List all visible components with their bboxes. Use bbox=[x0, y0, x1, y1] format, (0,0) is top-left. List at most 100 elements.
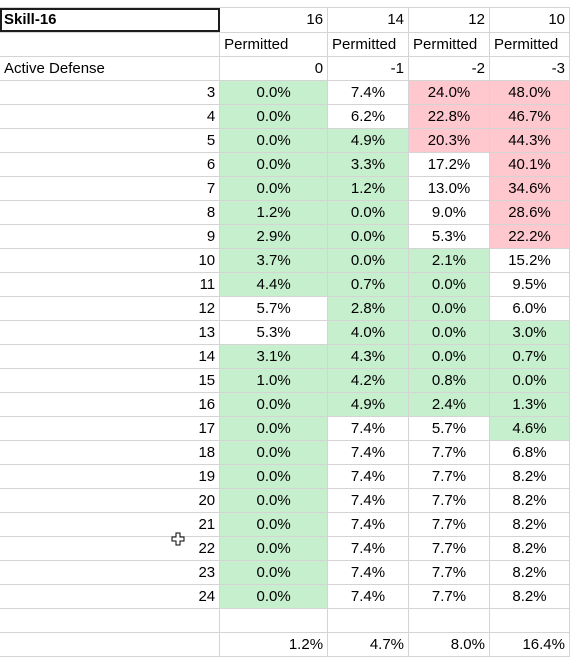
total-cell[interactable]: 8.0% bbox=[408, 632, 490, 657]
percent-cell[interactable]: 7.4% bbox=[327, 488, 410, 513]
percent-cell[interactable]: 0.0% bbox=[408, 320, 490, 345]
percent-cell[interactable]: 46.7% bbox=[489, 104, 570, 129]
percent-cell[interactable]: 3.0% bbox=[489, 320, 570, 345]
percent-cell[interactable]: 13.0% bbox=[408, 176, 490, 201]
roll-label-cell[interactable]: 18 bbox=[0, 440, 221, 465]
total-cell[interactable]: 1.2% bbox=[219, 632, 329, 657]
percent-cell[interactable]: 0.0% bbox=[219, 440, 329, 465]
percent-cell[interactable]: 0.0% bbox=[408, 344, 490, 369]
percent-cell[interactable]: 48.0% bbox=[489, 80, 570, 105]
roll-label-cell[interactable]: 5 bbox=[0, 128, 221, 153]
roll-label-cell[interactable]: 16 bbox=[0, 392, 221, 417]
roll-label-cell[interactable]: 10 bbox=[0, 248, 221, 273]
defense-value-cell[interactable]: -1 bbox=[327, 56, 410, 81]
roll-label-cell[interactable]: 19 bbox=[0, 464, 221, 489]
percent-cell[interactable]: 3.7% bbox=[219, 248, 329, 273]
defense-value-cell[interactable]: -2 bbox=[408, 56, 490, 81]
roll-label-cell[interactable]: 20 bbox=[0, 488, 221, 513]
percent-cell[interactable]: 0.0% bbox=[408, 272, 490, 297]
percent-cell[interactable]: 15.2% bbox=[489, 248, 570, 273]
percent-cell[interactable]: 22.2% bbox=[489, 224, 570, 249]
percent-cell[interactable]: 2.9% bbox=[219, 224, 329, 249]
percent-cell[interactable]: 22.8% bbox=[408, 104, 490, 129]
roll-label-cell[interactable]: 15 bbox=[0, 368, 221, 393]
permitted-cell[interactable]: Permitted bbox=[219, 32, 329, 57]
name-cell[interactable]: Skill-16 bbox=[0, 8, 221, 33]
percent-cell[interactable]: 0.0% bbox=[219, 176, 329, 201]
roll-label-cell[interactable]: 12 bbox=[0, 296, 221, 321]
percent-cell[interactable]: 4.3% bbox=[327, 344, 410, 369]
percent-cell[interactable]: 7.4% bbox=[327, 440, 410, 465]
percent-cell[interactable]: 0.0% bbox=[219, 152, 329, 177]
percent-cell[interactable]: 5.3% bbox=[219, 320, 329, 345]
permitted-cell[interactable]: Permitted bbox=[489, 32, 570, 57]
roll-label-cell[interactable]: 22 bbox=[0, 536, 221, 561]
percent-cell[interactable]: 4.9% bbox=[327, 392, 410, 417]
percent-cell[interactable]: 8.2% bbox=[489, 536, 570, 561]
roll-label-cell[interactable]: 9 bbox=[0, 224, 221, 249]
roll-label-cell[interactable]: 21 bbox=[0, 512, 221, 537]
percent-cell[interactable]: 0.0% bbox=[327, 224, 410, 249]
percent-cell[interactable]: 7.4% bbox=[327, 80, 410, 105]
permitted-cell[interactable]: Permitted bbox=[408, 32, 490, 57]
percent-cell[interactable]: 0.0% bbox=[327, 200, 410, 225]
percent-cell[interactable]: 8.2% bbox=[489, 512, 570, 537]
percent-cell[interactable]: 0.0% bbox=[219, 512, 329, 537]
skill-cell[interactable]: 14 bbox=[327, 8, 410, 33]
roll-label-cell[interactable]: 7 bbox=[0, 176, 221, 201]
empty-cell[interactable] bbox=[489, 608, 570, 633]
percent-cell[interactable]: 4.0% bbox=[327, 320, 410, 345]
total-cell[interactable]: 16.4% bbox=[489, 632, 570, 657]
percent-cell[interactable]: 9.5% bbox=[489, 272, 570, 297]
percent-cell[interactable]: 0.0% bbox=[219, 128, 329, 153]
percent-cell[interactable]: 7.7% bbox=[408, 440, 490, 465]
roll-label-cell[interactable]: 6 bbox=[0, 152, 221, 177]
percent-cell[interactable]: 34.6% bbox=[489, 176, 570, 201]
percent-cell[interactable]: 2.8% bbox=[327, 296, 410, 321]
skill-cell[interactable]: 10 bbox=[489, 8, 570, 33]
percent-cell[interactable]: 0.7% bbox=[327, 272, 410, 297]
empty-cell[interactable] bbox=[327, 608, 410, 633]
percent-cell[interactable]: 7.7% bbox=[408, 560, 490, 585]
percent-cell[interactable]: 5.7% bbox=[219, 296, 329, 321]
percent-cell[interactable]: 1.2% bbox=[219, 200, 329, 225]
percent-cell[interactable]: 0.0% bbox=[219, 536, 329, 561]
percent-cell[interactable]: 28.6% bbox=[489, 200, 570, 225]
roll-label-cell[interactable]: 3 bbox=[0, 80, 221, 105]
percent-cell[interactable]: 1.2% bbox=[327, 176, 410, 201]
roll-label-cell[interactable]: 8 bbox=[0, 200, 221, 225]
skill-cell[interactable]: 12 bbox=[408, 8, 490, 33]
total-cell[interactable]: 4.7% bbox=[327, 632, 410, 657]
percent-cell[interactable]: 7.4% bbox=[327, 416, 410, 441]
roll-label-cell[interactable]: 13 bbox=[0, 320, 221, 345]
percent-cell[interactable]: 7.4% bbox=[327, 464, 410, 489]
percent-cell[interactable]: 7.7% bbox=[408, 584, 490, 609]
roll-label-cell[interactable]: 4 bbox=[0, 104, 221, 129]
empty-cell[interactable] bbox=[0, 32, 221, 57]
roll-label-cell[interactable]: 14 bbox=[0, 344, 221, 369]
percent-cell[interactable]: 0.0% bbox=[219, 560, 329, 585]
percent-cell[interactable]: 44.3% bbox=[489, 128, 570, 153]
percent-cell[interactable]: 7.4% bbox=[327, 584, 410, 609]
percent-cell[interactable]: 40.1% bbox=[489, 152, 570, 177]
percent-cell[interactable]: 0.0% bbox=[327, 248, 410, 273]
roll-label-cell[interactable]: 11 bbox=[0, 272, 221, 297]
percent-cell[interactable]: 3.3% bbox=[327, 152, 410, 177]
skill-cell[interactable]: 16 bbox=[219, 8, 329, 33]
percent-cell[interactable]: 5.7% bbox=[408, 416, 490, 441]
percent-cell[interactable]: 0.0% bbox=[219, 392, 329, 417]
percent-cell[interactable]: 24.0% bbox=[408, 80, 490, 105]
empty-cell[interactable] bbox=[219, 608, 329, 633]
percent-cell[interactable]: 0.0% bbox=[219, 80, 329, 105]
percent-cell[interactable]: 8.2% bbox=[489, 464, 570, 489]
percent-cell[interactable]: 0.0% bbox=[219, 464, 329, 489]
percent-cell[interactable]: 2.1% bbox=[408, 248, 490, 273]
percent-cell[interactable]: 6.0% bbox=[489, 296, 570, 321]
percent-cell[interactable]: 7.7% bbox=[408, 512, 490, 537]
empty-cell[interactable] bbox=[0, 608, 221, 633]
percent-cell[interactable]: 4.9% bbox=[327, 128, 410, 153]
percent-cell[interactable]: 9.0% bbox=[408, 200, 490, 225]
permitted-cell[interactable]: Permitted bbox=[327, 32, 410, 57]
percent-cell[interactable]: 7.7% bbox=[408, 488, 490, 513]
percent-cell[interactable]: 1.0% bbox=[219, 368, 329, 393]
